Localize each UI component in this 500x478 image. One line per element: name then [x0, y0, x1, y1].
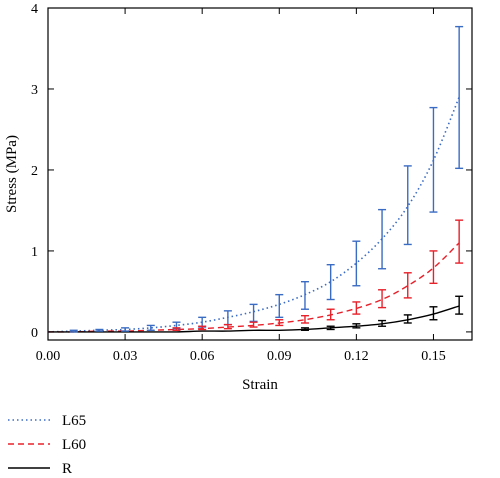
x-axis-title: Strain: [242, 377, 278, 393]
error-bar-l60: [326, 308, 335, 321]
axis-ticks: 0.00 0.03 0.06 0.09 0.12 0.15 0 1 2 3 4: [31, 2, 472, 364]
error-bar-l60: [223, 323, 232, 330]
error-bar-l65: [121, 327, 130, 332]
error-bar-l60: [378, 289, 387, 309]
legend-label-r: R: [62, 461, 72, 477]
error-bar-r: [352, 323, 361, 329]
error-bar-r: [378, 319, 387, 327]
y-tick-label: 3: [31, 83, 38, 98]
series-layer: [47, 96, 460, 333]
error-bar-l65: [455, 25, 464, 170]
error-bar-l65: [146, 324, 155, 331]
error-bar-l60: [300, 315, 309, 324]
error-bar-l60: [352, 301, 361, 315]
error-bar-r: [326, 325, 335, 331]
error-bar-l60: [172, 327, 181, 331]
error-bar-l65: [326, 263, 335, 301]
y-tick-label: 1: [31, 245, 38, 260]
x-tick-label: 0.15: [421, 349, 446, 364]
error-bar-l65: [300, 280, 309, 310]
error-bar-l65: [249, 303, 258, 323]
error-bar-l60: [429, 250, 438, 285]
error-bar-l65: [352, 240, 361, 287]
y-tick-label: 2: [31, 164, 38, 179]
error-bar-l65: [223, 310, 232, 326]
error-bar-l60: [455, 219, 464, 264]
legend-label-l60: L60: [62, 437, 86, 453]
x-tick-label: 0.00: [36, 349, 61, 364]
x-tick-label: 0.03: [113, 349, 138, 364]
error-bar-l60: [275, 319, 284, 327]
y-axis-title: Stress (MPa): [4, 135, 20, 213]
legend-label-l65: L65: [62, 413, 86, 429]
error-bar-r: [403, 314, 412, 324]
error-bar-l60: [403, 272, 412, 299]
legend: L65 L60 R: [8, 413, 86, 477]
x-tick-label: 0.09: [267, 349, 292, 364]
y-tick-label: 0: [31, 326, 38, 341]
y-tick-label: 4: [31, 2, 38, 17]
plot-frame: [47, 7, 473, 341]
error-bar-l60: [249, 321, 258, 328]
error-bar-r: [300, 327, 309, 331]
x-tick-label: 0.06: [190, 349, 215, 364]
error-bar-l65: [429, 106, 438, 213]
error-bars: [69, 25, 464, 333]
series-line-l65: [47, 96, 460, 333]
error-bar-r: [455, 295, 464, 315]
error-bar-l65: [95, 328, 104, 332]
error-bar-l65: [403, 165, 412, 246]
error-bar-l65: [69, 329, 78, 333]
error-bar-l65: [378, 208, 387, 270]
error-bar-l60: [198, 325, 207, 331]
x-tick-label: 0.12: [344, 349, 369, 364]
series-line-r: [47, 305, 460, 333]
error-bar-r: [429, 306, 438, 321]
error-bar-l65: [275, 293, 284, 319]
